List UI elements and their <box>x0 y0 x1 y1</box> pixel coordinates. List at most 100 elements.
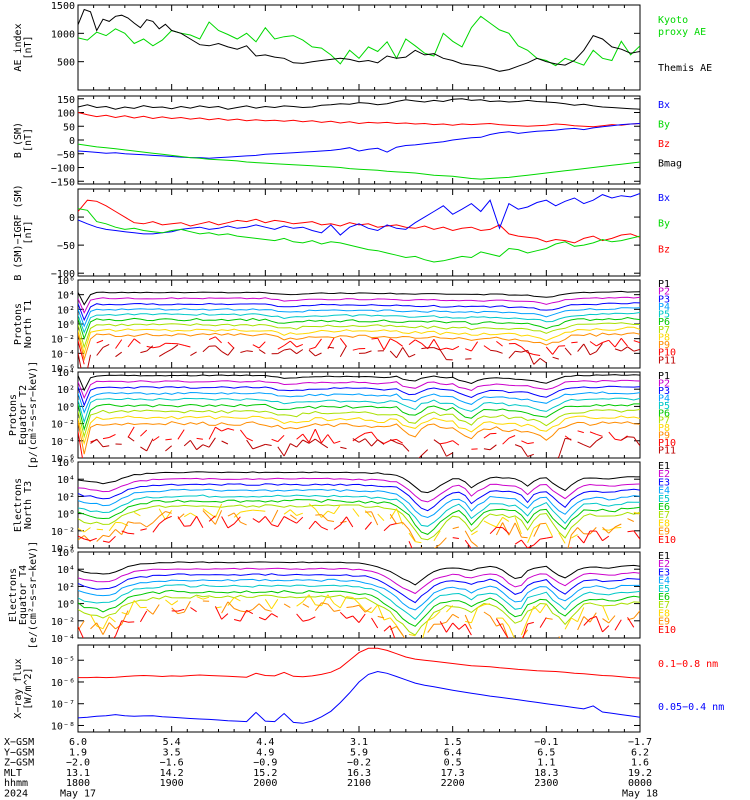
channel-segment <box>252 603 260 610</box>
channel-segment <box>527 544 535 548</box>
channel-segment <box>470 607 479 623</box>
x-axis-value: 1.5 <box>444 737 462 748</box>
panel-8: 10⁻⁸ 10⁻⁷ 10⁻⁶ 10⁻⁵ X−ray flux [W/m^2] 0.1−0.8… <box>13 644 724 733</box>
channel-segment <box>558 532 566 544</box>
channel-segment <box>502 516 510 522</box>
channel-segment <box>583 616 591 623</box>
channel-segment <box>539 617 547 628</box>
y-tick-label: −100 <box>51 164 75 175</box>
channel-segment <box>577 607 585 622</box>
channel-segment <box>246 608 253 613</box>
channel-segment <box>502 437 510 445</box>
channel-segment <box>158 342 166 348</box>
y-tick-label: 10⁻² <box>51 527 75 538</box>
channel-segment <box>96 622 104 635</box>
channel-segment <box>87 354 91 368</box>
channel-segment <box>264 613 272 621</box>
channel-segment <box>496 623 503 627</box>
y-axis-label-line: B (SM)−IGRF (SM) <box>13 184 24 280</box>
channel-line <box>78 594 640 636</box>
channel-segment <box>558 636 561 638</box>
channel-segment <box>327 434 335 444</box>
x-axis-value: 19.2 <box>628 768 652 779</box>
channel-segment <box>277 446 285 457</box>
y-axis-label-line: [nT] <box>23 128 34 152</box>
channel-segment <box>408 633 416 637</box>
legend-entry: Bx <box>658 193 670 204</box>
legend-entry: E7 <box>658 510 670 521</box>
channel-segment <box>446 605 454 613</box>
channel-segment <box>352 438 360 443</box>
channel-segment <box>152 604 160 615</box>
channel-segment <box>102 616 110 630</box>
channel-segment <box>495 522 504 536</box>
channel-segment <box>489 523 497 528</box>
channel-segment <box>146 438 154 452</box>
x-axis-value: 3.1 <box>350 737 368 748</box>
channel-segment <box>508 350 516 359</box>
channel-segment <box>571 341 578 344</box>
channel-segment <box>83 527 91 533</box>
x-axis-value: −0.9 <box>253 758 277 769</box>
channel-segment <box>540 522 547 525</box>
channel-segment <box>352 604 360 608</box>
channel-segment <box>539 357 547 364</box>
channel-segment <box>221 601 229 614</box>
legend-entry: P2 <box>658 378 670 389</box>
channel-segment <box>358 613 366 623</box>
channel-segment <box>564 347 572 356</box>
panel-3: −100 −50 0 B (SM)−IGRF (SM) [nT] Bx By Bz <box>13 184 670 280</box>
channel-line <box>78 374 640 392</box>
channel-segment <box>208 336 216 341</box>
channel-segment <box>377 439 385 445</box>
y-tick-label: −50 <box>57 150 75 161</box>
legend-entry: P10 <box>658 348 676 359</box>
legend-entry: Bz <box>658 244 670 255</box>
channel-segment <box>533 605 541 614</box>
channel-segment <box>190 607 197 613</box>
y-tick-label: 10⁻⁶ <box>51 678 75 689</box>
x-axis-value: 13.1 <box>66 768 90 779</box>
x-axis-value: 6.4 <box>444 747 462 758</box>
legend-entry: P11 <box>658 446 676 457</box>
channel-segment <box>96 438 104 448</box>
y-axis-label-line: [p/(cm²−s−sr−keV)] <box>28 361 39 469</box>
channel-segment <box>240 521 247 526</box>
channel-segment <box>127 426 135 438</box>
channel-segment <box>414 339 422 344</box>
y-axis-label-line: North T1 <box>23 300 34 348</box>
x-axis-value: 4.9 <box>256 747 274 758</box>
channel-segment <box>521 346 528 353</box>
channel-segment <box>190 351 197 357</box>
series-line <box>78 143 640 180</box>
channel-segment <box>102 343 110 348</box>
channel-segment <box>364 438 372 447</box>
channel-segment <box>146 522 154 528</box>
channel-segment <box>595 343 603 352</box>
channel-segment <box>464 614 472 630</box>
x-axis-value: 2300 <box>534 778 558 789</box>
channel-segment <box>246 439 254 450</box>
channel-segment <box>183 512 191 518</box>
channel-segment <box>102 540 110 543</box>
channel-segment <box>165 348 172 354</box>
legend-entry: P7 <box>658 325 670 336</box>
channel-segment <box>321 514 329 521</box>
channel-segment <box>196 444 204 451</box>
channel-segment <box>258 443 266 448</box>
y-tick-label: 10⁻⁴ <box>51 544 75 555</box>
channel-segment <box>177 429 185 440</box>
channel-segment <box>196 516 204 529</box>
legend-entry: P9 <box>658 340 670 351</box>
channel-segment <box>227 512 235 517</box>
y-tick-label: 10⁶ <box>57 458 75 469</box>
legend-entry: P4 <box>658 302 670 313</box>
y-axis-label-line: [e/(cm²−s−sr−keV)] <box>28 541 39 649</box>
channel-segment <box>215 426 222 432</box>
legend-entry: P4 <box>658 393 670 404</box>
channel-segment <box>108 529 116 537</box>
channel-segment <box>240 429 247 439</box>
legend-entry: E4 <box>658 486 670 497</box>
channel-segment <box>521 539 528 548</box>
legend-entry: E10 <box>658 625 676 636</box>
